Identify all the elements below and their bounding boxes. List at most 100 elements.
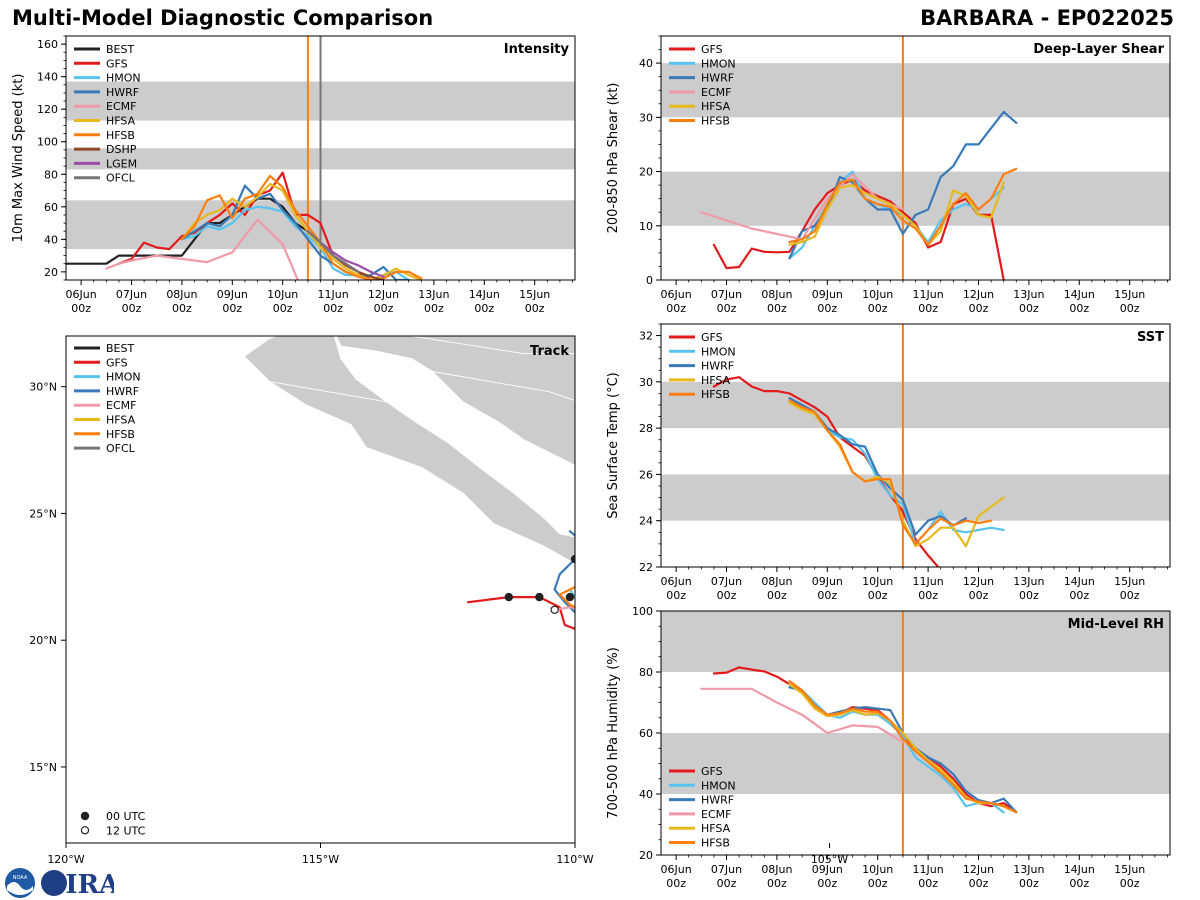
legend-label-ecmf: ECMF (106, 399, 136, 412)
x-tick-hour: 00z (424, 302, 444, 315)
x-tick-day: 14Jun (1064, 575, 1095, 588)
x-tick-hour: 00z (1069, 877, 1089, 890)
series-line-ecmf (105, 218, 299, 280)
x-tick-hour: 00z (172, 302, 192, 315)
x-tick-day: 13Jun (418, 288, 449, 301)
x-tick-hour: 00z (868, 589, 888, 602)
marker-00utc (576, 614, 583, 621)
legend-marker-label: 00 UTC (106, 810, 146, 823)
x-tick-hour: 00z (525, 302, 545, 315)
shading-band (661, 611, 1170, 672)
x-tick-hour: 00z (918, 302, 938, 315)
lon-tick-label: 115°W (302, 853, 339, 866)
y-tick-label: 100 (37, 136, 58, 149)
x-tick-day: 09Jun (217, 288, 248, 301)
lat-tick-label: 30°N (29, 381, 57, 394)
marker-00utc (587, 614, 594, 621)
y-tick-label: 32 (639, 330, 653, 343)
lon-tick-label: 110°W (556, 853, 593, 866)
x-tick-hour: 00z (868, 877, 888, 890)
y-axis-label: 200-850 hPa Shear (kt) (606, 83, 621, 234)
series-line-gfs (712, 376, 940, 567)
lat-tick-label: 25°N (29, 507, 57, 520)
x-tick-hour: 00z (767, 877, 787, 890)
y-tick-label: 60 (639, 727, 653, 740)
state-border (269, 381, 387, 403)
lat-tick-label: 20°N (29, 634, 57, 647)
panel-title: SST (1137, 330, 1164, 345)
x-tick-day: 15Jun (1114, 863, 1145, 876)
y-tick-label: 20 (44, 266, 58, 279)
marker-00utc (638, 654, 645, 661)
legend-label-gfs: GFS (701, 331, 723, 344)
x-tick-day: 15Jun (519, 288, 550, 301)
x-tick-day: 07Jun (711, 863, 742, 876)
shading-band (661, 733, 1170, 794)
legend-label-hfsb: HFSB (701, 388, 730, 401)
island (762, 605, 766, 609)
marker-00utc (535, 592, 544, 602)
x-tick-hour: 00z (323, 302, 343, 315)
x-tick-day: 13Jun (1013, 575, 1044, 588)
y-tick-label: 100 (632, 605, 653, 618)
lat-tick-label: 15°N (29, 761, 57, 774)
y-tick-label: 28 (639, 422, 653, 435)
legend-label-hmon: HMON (106, 371, 141, 384)
x-tick-day: 13Jun (1013, 863, 1044, 876)
legend-label-hwrf: HWRF (701, 794, 734, 807)
x-tick-day: 12Jun (963, 863, 994, 876)
legend-label-hmon: HMON (106, 72, 141, 85)
state-border (408, 336, 575, 355)
marker-00utc (565, 592, 575, 602)
x-tick-hour: 00z (767, 589, 787, 602)
y-tick-label: 60 (44, 201, 58, 214)
x-tick-day: 14Jun (1064, 863, 1095, 876)
x-tick-day: 12Jun (963, 575, 994, 588)
legend-label-ecmf: ECMF (701, 808, 731, 821)
x-tick-hour: 00z (717, 589, 737, 602)
marker-00utc (704, 675, 711, 682)
x-tick-hour: 00z (767, 302, 787, 315)
legend-label-hfsb: HFSB (106, 129, 135, 142)
track-line-ecmf (553, 606, 575, 611)
y-tick-label: 160 (37, 38, 58, 51)
shading-band (661, 474, 1170, 521)
panel-title: Mid-Level RH (1068, 617, 1164, 632)
y-tick-label: 30 (639, 376, 653, 389)
x-tick-hour: 00z (918, 877, 938, 890)
lon-tick-label: 105°W (811, 853, 848, 866)
shading-band (661, 171, 1170, 226)
series-line-hmon (180, 205, 410, 280)
rh-panel: 2040608010006Jun00z07Jun00z08Jun00z09Jun… (606, 605, 1171, 890)
sst-panel: 22242628303206Jun00z07Jun00z08Jun00z09Ju… (606, 323, 1171, 602)
marker-12utc (582, 586, 589, 593)
y-tick-label: 40 (639, 57, 653, 70)
legend-label-hfsa: HFSA (701, 100, 731, 113)
y-tick-label: 40 (44, 233, 58, 246)
track-panel: 15°N 20°N 25°N 30°N 120°W 115°W 110°W 105°W Trac… (29, 335, 1074, 866)
x-tick-day: 10Jun (267, 288, 298, 301)
legend-label-hfsb: HFSB (701, 837, 730, 850)
y-axis-label: Sea Surface Temp (°C) (606, 372, 621, 519)
panel-title: Deep-Layer Shear (1033, 42, 1164, 57)
legend-label-hwrf: HWRF (106, 385, 139, 398)
x-tick-hour: 00z (666, 302, 686, 315)
legend-marker-12utc (80, 826, 90, 835)
x-tick-hour: 00z (1069, 589, 1089, 602)
x-tick-day: 09Jun (812, 863, 843, 876)
marker-12utc (627, 573, 634, 580)
x-tick-hour: 00z (1069, 302, 1089, 315)
y-tick-label: 26 (639, 468, 653, 481)
legend-label-hfsb: HFSB (701, 115, 730, 128)
legend-marker-label: 12 UTC (106, 824, 146, 837)
x-tick-day: 08Jun (166, 288, 197, 301)
x-tick-day: 14Jun (469, 288, 500, 301)
legend-label-hwrf: HWRF (106, 86, 139, 99)
state-border (972, 668, 1074, 696)
panel-title: Track (530, 344, 569, 359)
y-tick-label: 20 (639, 849, 653, 862)
y-tick-label: 140 (37, 71, 58, 84)
